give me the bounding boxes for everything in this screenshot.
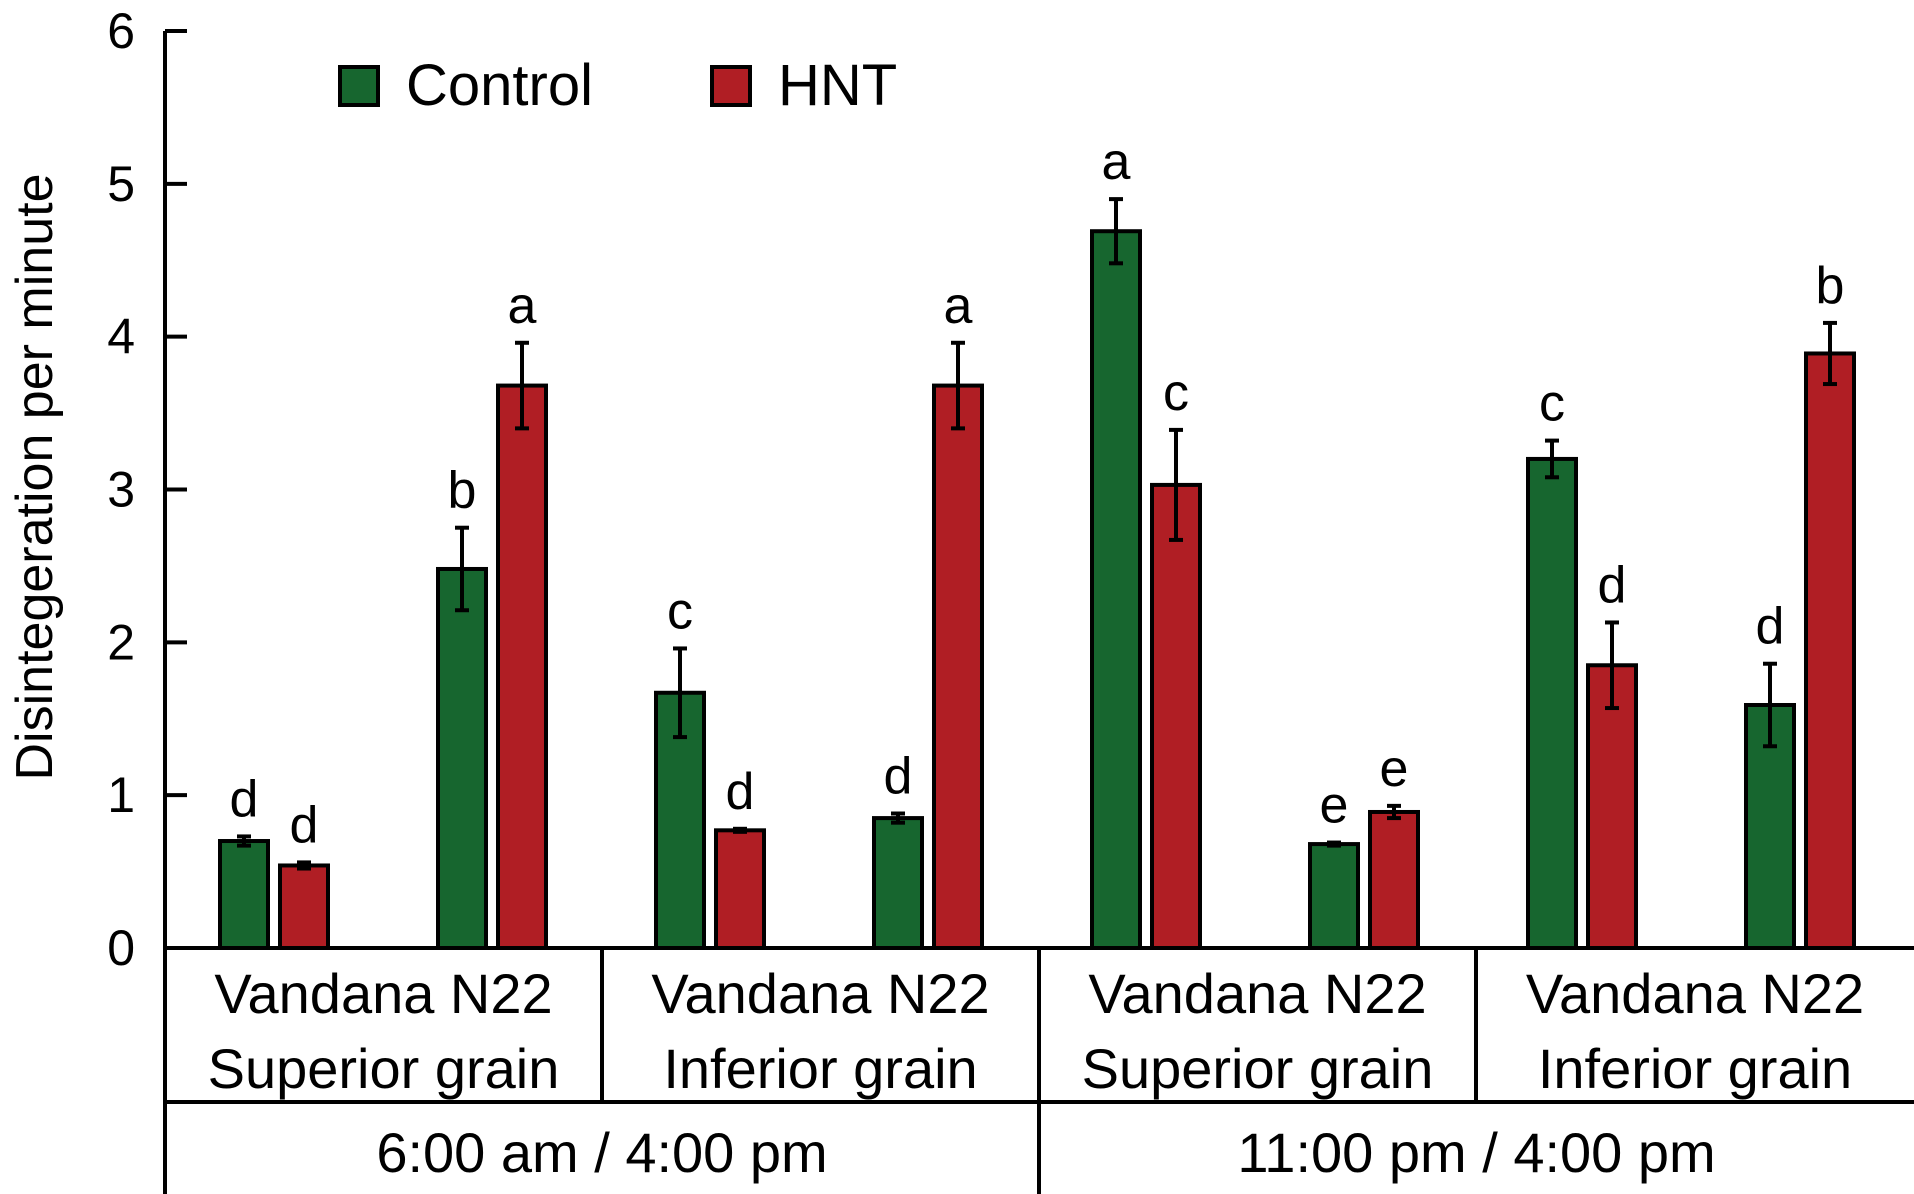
y-tick-label: 6 xyxy=(107,3,135,59)
significance-letter: a xyxy=(1102,133,1131,191)
legend: Control HNT xyxy=(338,53,897,118)
bar-hnt xyxy=(496,383,548,951)
bar-control xyxy=(872,816,924,951)
x-category-labels: Vandana N22 Superior grain Vandana N22 Infe… xyxy=(163,948,1914,1194)
cultivar-label: Vandana N22 xyxy=(1088,962,1426,1025)
y-tick-label: 5 xyxy=(107,156,135,212)
bar-control xyxy=(218,839,270,950)
grain-label: Superior grain xyxy=(208,1037,560,1100)
time-label: 11:00 pm / 4:00 pm xyxy=(1237,1121,1715,1184)
y-tick-label: 2 xyxy=(107,614,135,670)
time-label: 6:00 am / 4:00 pm xyxy=(376,1121,827,1184)
legend-swatch-hnt xyxy=(710,65,752,107)
y-tick-label: 3 xyxy=(107,462,135,518)
bar-hnt xyxy=(1804,351,1856,950)
y-tick-label: 0 xyxy=(107,920,135,976)
significance-letter: e xyxy=(1380,740,1409,798)
significance-letter: c xyxy=(1163,364,1189,422)
bar-control xyxy=(436,566,488,950)
y-tick-label: 4 xyxy=(107,309,135,365)
significance-letter: d xyxy=(726,763,755,821)
bar-hnt xyxy=(278,863,330,950)
bar-hnt xyxy=(932,383,984,951)
significance-letter: d xyxy=(290,796,319,854)
legend-swatch-control xyxy=(338,65,380,107)
bar-control xyxy=(1526,456,1578,950)
grain-label: Superior grain xyxy=(1082,1037,1434,1100)
bar-control xyxy=(1308,842,1360,950)
significance-letter: d xyxy=(1756,598,1785,656)
cultivar-label: Vandana N22 xyxy=(651,962,989,1025)
bar-hnt xyxy=(714,828,766,951)
axes: 0 1 2 3 4 5 6 xyxy=(107,3,1914,976)
significance-letter: d xyxy=(884,748,913,806)
bar-hnt xyxy=(1368,809,1420,950)
cultivar-label: Vandana N22 xyxy=(1526,962,1864,1025)
cultivar-label: Vandana N22 xyxy=(214,962,552,1025)
y-tick-label: 1 xyxy=(107,767,135,823)
grain-label: Inferior grain xyxy=(1538,1037,1852,1100)
significance-letter: d xyxy=(1598,556,1627,614)
significance-letter: d xyxy=(230,770,259,828)
legend-label-control: Control xyxy=(406,53,593,118)
grain-label: Inferior grain xyxy=(663,1037,977,1100)
significance-letter: c xyxy=(667,582,693,640)
bar-control xyxy=(1090,229,1142,950)
significance-letter: b xyxy=(448,462,477,520)
legend-label-hnt: HNT xyxy=(778,53,897,118)
significance-letter: e xyxy=(1320,777,1349,835)
significance-letter: a xyxy=(508,277,537,335)
significance-letter: a xyxy=(944,277,973,335)
significance-letter: b xyxy=(1816,257,1845,315)
y-axis-title: Disintegeration per minute xyxy=(6,174,64,781)
bar-hnt xyxy=(1150,482,1202,950)
significance-letter: c xyxy=(1539,375,1565,433)
